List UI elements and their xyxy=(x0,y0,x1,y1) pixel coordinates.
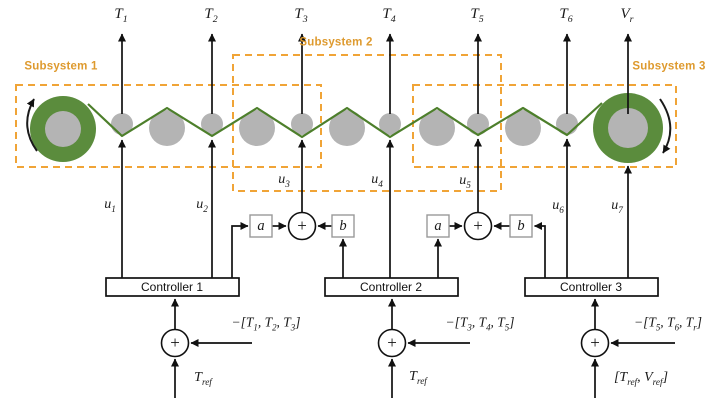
controller-3-label: Controller 3 xyxy=(559,280,623,294)
controller-1-label: Controller 1 xyxy=(140,280,204,294)
sum-junctions-bottom xyxy=(160,328,610,358)
unwind-roll xyxy=(26,96,96,162)
idler-rollers xyxy=(149,110,541,146)
label-t5: T5 xyxy=(470,6,484,26)
label-t1: T1 xyxy=(114,6,128,26)
driven-roller-4 xyxy=(379,113,401,135)
gain-a1-label: a xyxy=(257,217,265,234)
gain-block-a2 xyxy=(426,214,450,238)
subsystem-3-label: Subsystem 3 xyxy=(632,60,706,73)
label-t3: T3 xyxy=(294,6,308,26)
driven-roller-3 xyxy=(291,113,313,135)
plus-sign: + xyxy=(170,332,180,352)
subsystem-3-box xyxy=(412,84,677,168)
controller-blocks xyxy=(105,277,659,297)
sum-junctions-mid xyxy=(287,211,493,241)
plus-sign: + xyxy=(590,332,600,352)
sum-junction-u3 xyxy=(287,211,317,241)
driven-rollers xyxy=(111,113,578,135)
subsystem-2-box xyxy=(232,54,502,192)
subsystem-1-label: Subsystem 1 xyxy=(24,60,98,73)
idler-roller xyxy=(505,110,541,146)
driven-roller-5 xyxy=(467,113,489,135)
wind-roll-core xyxy=(608,108,648,148)
control-input-arrows xyxy=(118,138,632,278)
idler-roller xyxy=(149,110,185,146)
label-t6: T6 xyxy=(559,6,573,26)
reference-label-2: Tref xyxy=(409,368,427,386)
measurement-arrows xyxy=(118,33,632,114)
gain-network-lines xyxy=(231,222,546,278)
controller-3-box xyxy=(524,277,659,297)
feedback-label-1: −[T1, T2, T3] xyxy=(231,314,301,333)
gain-block-b2 xyxy=(509,214,533,238)
plus-sign: + xyxy=(473,215,483,235)
label-u7: u7 xyxy=(611,197,623,215)
gain-block-a1 xyxy=(249,214,273,238)
line-c1-to-a1 xyxy=(231,222,249,278)
driven-roller-6 xyxy=(556,113,578,135)
driven-roller-2 xyxy=(201,113,223,135)
label-vr: Vr xyxy=(620,6,634,26)
idler-roller xyxy=(239,110,275,146)
subsystem-2-label: Subsystem 2 xyxy=(299,36,373,49)
web-line xyxy=(87,102,603,139)
gain-a2-label: a xyxy=(434,217,442,234)
sum-junction-u5 xyxy=(463,211,493,241)
label-u5: u5 xyxy=(459,172,471,190)
label-u2: u2 xyxy=(196,196,208,214)
subsystem-1-box xyxy=(15,84,322,168)
reference-lines xyxy=(171,298,675,398)
gain-b2-label: b xyxy=(517,217,525,234)
controller-2-label: Controller 2 xyxy=(359,280,423,294)
label-u6: u6 xyxy=(552,197,564,215)
sum-junction-ref3 xyxy=(580,328,610,358)
idler-roller xyxy=(329,110,365,146)
unwind-rotation-arrow-icon xyxy=(26,98,38,152)
label-t4: T4 xyxy=(382,6,396,26)
idler-roller xyxy=(419,110,455,146)
wind-roll xyxy=(593,93,672,163)
gain-blocks xyxy=(249,214,533,238)
unwind-roll-core xyxy=(45,111,81,147)
feedback-label-3: −[T5, T6, Tr] xyxy=(633,314,703,333)
line-c3-to-b2 xyxy=(534,222,546,278)
plus-sign: + xyxy=(387,332,397,352)
gain-b1-label: b xyxy=(339,217,347,234)
feedback-label-2: −[T3, T4, T5] xyxy=(445,314,515,333)
reference-label-3: [Tref, Vref] xyxy=(613,369,669,387)
wind-rotation-arrow-icon xyxy=(659,98,672,154)
label-u1: u1 xyxy=(104,196,116,214)
plus-sign: + xyxy=(297,215,307,235)
label-u3: u3 xyxy=(278,171,290,189)
sum-junction-ref1 xyxy=(160,328,190,358)
gain-block-b1 xyxy=(331,214,355,238)
sum-junction-ref2 xyxy=(377,328,407,358)
label-u4: u4 xyxy=(371,171,383,189)
label-t2: T2 xyxy=(204,6,218,26)
reference-label-1: Tref xyxy=(194,369,212,387)
controller-2-box xyxy=(324,277,459,297)
controller-1-box xyxy=(105,277,240,297)
subsystem-boxes xyxy=(15,54,677,192)
